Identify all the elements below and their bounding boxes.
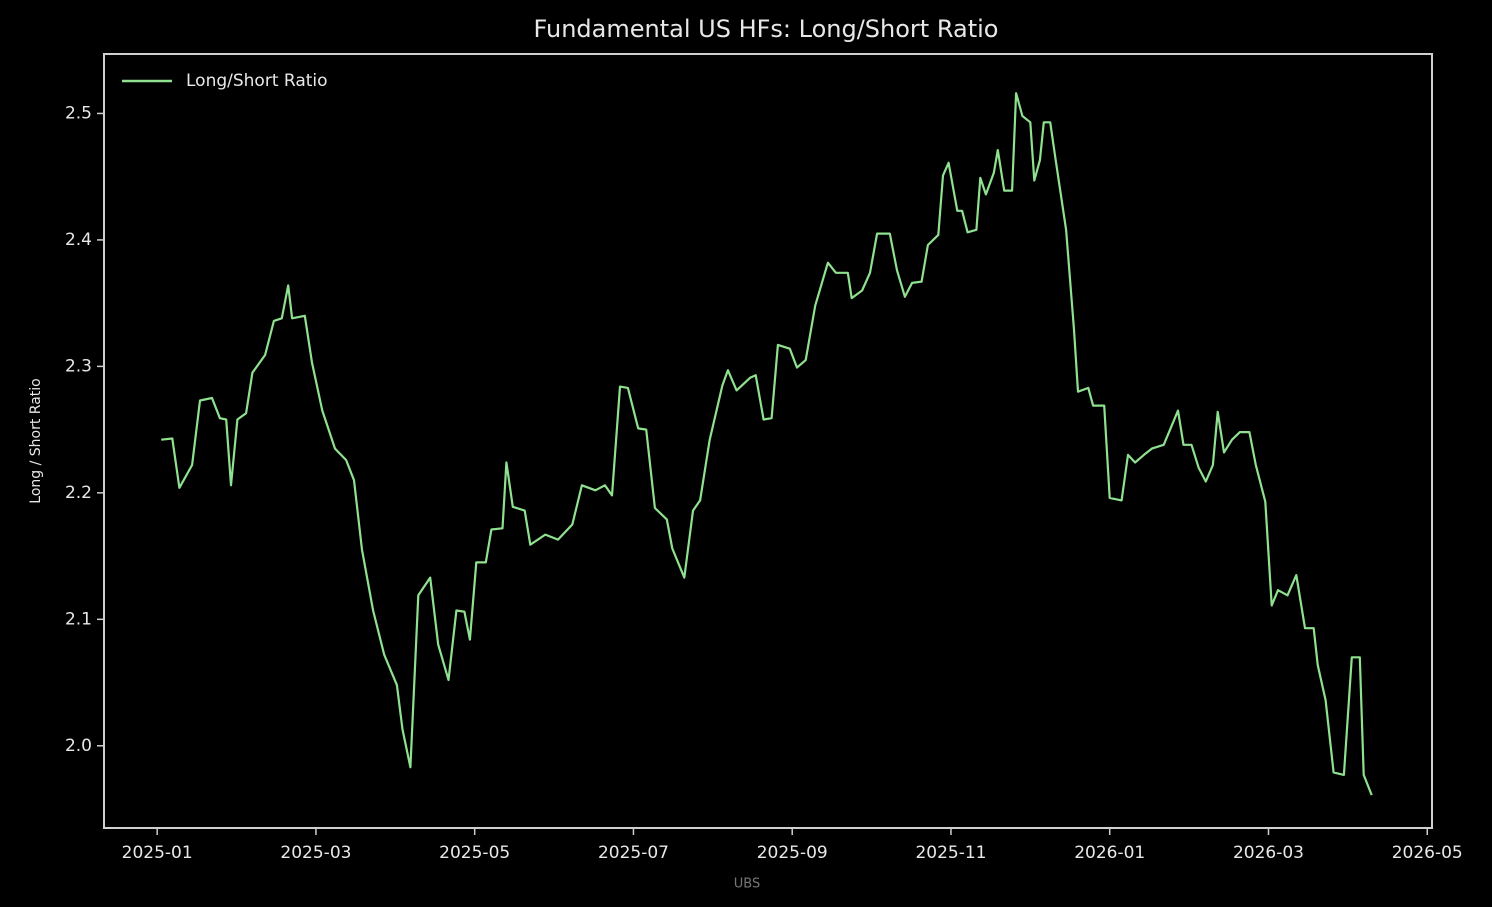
y-tick-label: 2.2 [65,483,92,503]
x-tick-label: 2025-01 [122,843,193,863]
y-axis-label: Long / Short Ratio [28,378,44,503]
x-tick-label: 2026-03 [1233,843,1304,863]
x-tick-label: 2025-03 [280,843,351,863]
y-tick-label: 2.4 [65,230,92,250]
y-tick-label: 2.0 [65,736,92,756]
source: UBS [734,877,760,892]
line-series [161,92,1373,796]
y-tick-label: 2.1 [65,609,92,629]
x-tick-label: 2025-05 [439,843,510,863]
x-tick-label: 2025-07 [598,843,669,863]
y-tick-label: 2.3 [65,356,92,376]
chart-title: Fundamental US HFs: Long/Short Ratio [534,15,999,43]
legend-label: Long/Short Ratio [186,71,328,91]
x-tick-label: 2026-01 [1074,843,1145,863]
y-tick-label: 2.5 [65,103,92,123]
plot-frame [103,53,1433,829]
x-tick-label: 2025-11 [915,843,986,863]
x-tick-label: 2026-05 [1392,843,1463,863]
x-tick-label: 2025-09 [757,843,828,863]
